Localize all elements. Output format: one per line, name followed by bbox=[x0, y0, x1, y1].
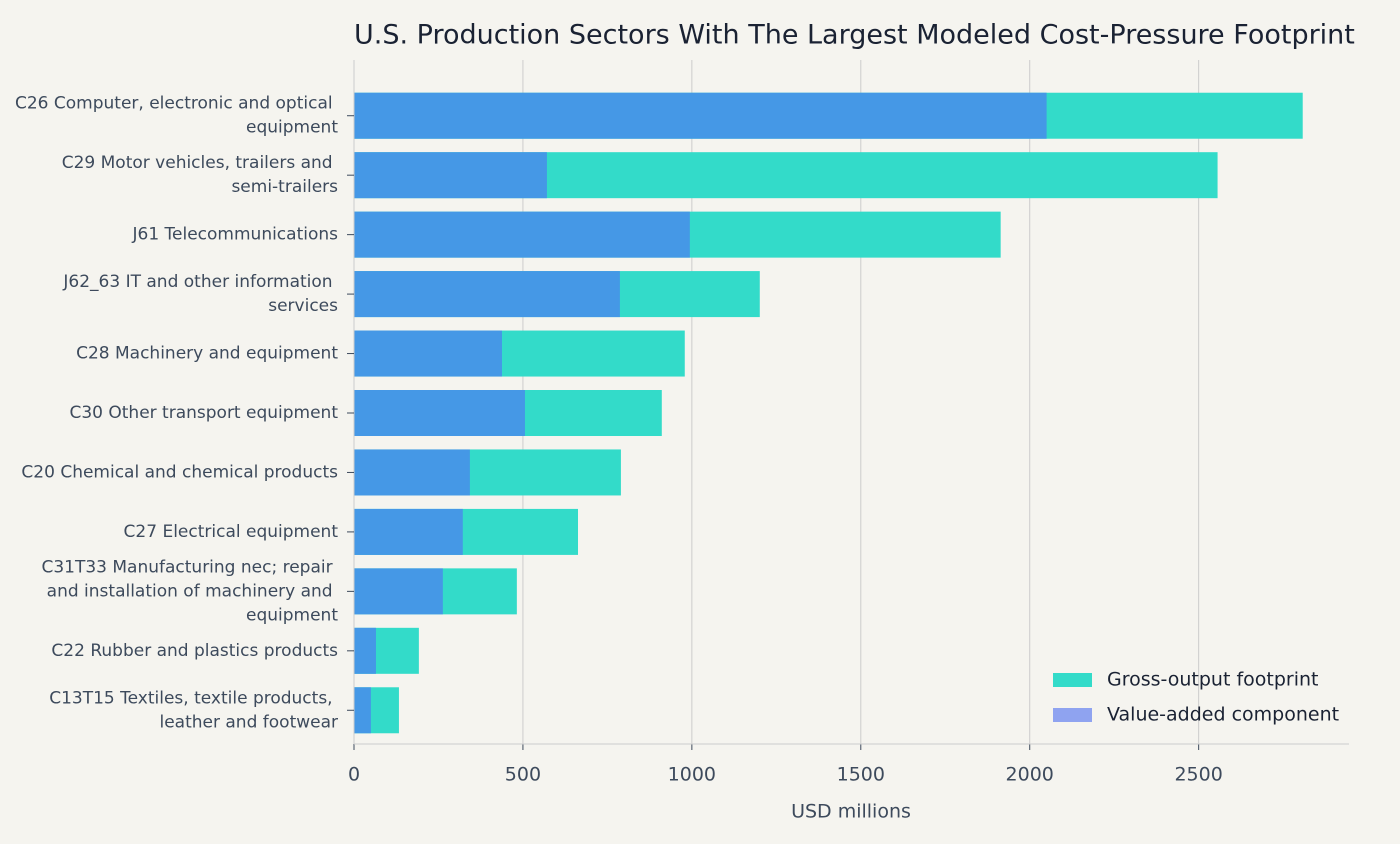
bar bbox=[354, 687, 371, 734]
y-tick-label: C13T15 Textiles, textile products, leath… bbox=[49, 688, 338, 732]
x-tick-label: 0 bbox=[348, 764, 360, 786]
x-tick-label: 1000 bbox=[668, 764, 716, 786]
y-tick-label: C30 Other transport equipment bbox=[69, 403, 338, 423]
bar bbox=[354, 449, 470, 496]
x-tick-label: 2000 bbox=[1006, 764, 1054, 786]
bar bbox=[354, 627, 376, 674]
chart-title: U.S. Production Sectors With The Largest… bbox=[354, 20, 1355, 51]
y-tick-label: C28 Machinery and equipment bbox=[76, 344, 338, 364]
x-tick-label: 500 bbox=[505, 764, 541, 786]
bar bbox=[354, 568, 443, 615]
bar bbox=[354, 330, 502, 377]
x-tick-label: 1500 bbox=[837, 764, 885, 786]
y-tick-label: C26 Computer, electronic and optical equ… bbox=[15, 94, 338, 138]
legend-swatch bbox=[1053, 673, 1092, 687]
bar bbox=[354, 211, 690, 258]
y-tick-label: C27 Electrical equipment bbox=[124, 522, 339, 542]
bar bbox=[354, 92, 1047, 139]
legend-swatch bbox=[1053, 708, 1092, 722]
y-tick-label: J61 Telecommunications bbox=[131, 225, 338, 245]
bar bbox=[354, 390, 525, 436]
y-tick-label: C31T33 Manufacturing nec; repair and ins… bbox=[41, 557, 338, 625]
y-tick-label: C29 Motor vehicles, trailers and semi-tr… bbox=[62, 153, 338, 197]
bar bbox=[354, 508, 463, 555]
y-tick-label: J62_63 IT and other information services bbox=[62, 272, 338, 316]
y-tick-label: C20 Chemical and chemical products bbox=[21, 462, 338, 482]
y-tick-label: C22 Rubber and plastics products bbox=[51, 641, 338, 661]
legend-label: Gross-output footprint bbox=[1107, 669, 1319, 691]
bar bbox=[354, 152, 547, 199]
x-axis-label: USD millions bbox=[791, 801, 911, 823]
x-tick-label: 2500 bbox=[1174, 764, 1222, 786]
bars bbox=[354, 92, 1303, 734]
bar bbox=[354, 271, 620, 318]
legend-label: Value-added component bbox=[1107, 704, 1339, 726]
